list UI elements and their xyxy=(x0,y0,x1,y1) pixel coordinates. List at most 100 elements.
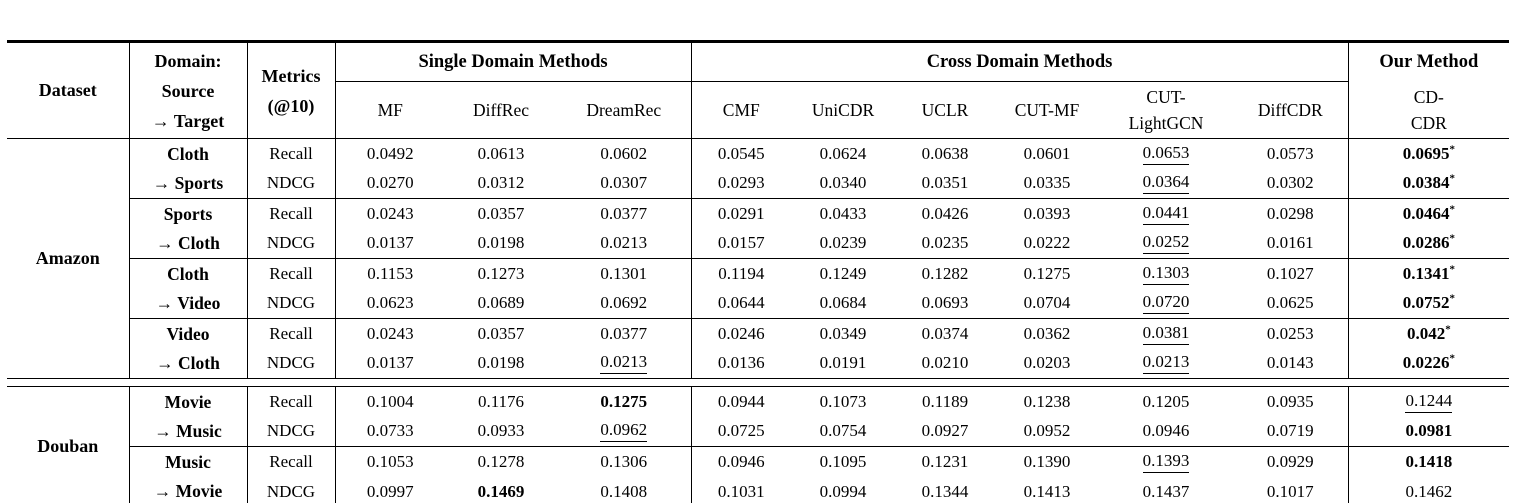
value-cell: 0.0377 xyxy=(557,198,692,229)
value-cell: 0.1176 xyxy=(445,387,557,417)
significance-star: * xyxy=(1449,143,1455,156)
value-cell: 0.0994 xyxy=(791,477,895,503)
value-cell: 0.1418 xyxy=(1347,446,1510,477)
value-cell: 0.0653 xyxy=(1099,139,1233,169)
domain-target: → Sports xyxy=(152,172,224,193)
value-cell: 0.0137 xyxy=(334,348,445,379)
metric-value: 0.0638 xyxy=(921,143,969,163)
metric-value: 0.1390 xyxy=(1023,451,1071,471)
header-group-row: Dataset Domain: Source → Target Metrics … xyxy=(7,41,1510,139)
metric-value: 0.0613 xyxy=(477,143,525,163)
value-cell: 0.1194 xyxy=(690,258,792,289)
value-cell: 0.0692 xyxy=(557,289,691,319)
value-cell: 0.0944 xyxy=(690,386,792,417)
value-cell: 0.0623 xyxy=(334,288,445,319)
value-cell: 0.0239 xyxy=(791,229,895,259)
value-cell: 0.1004 xyxy=(334,386,445,417)
value-cell: 0.0613 xyxy=(445,139,557,169)
metric-value: 0.0302 xyxy=(1266,173,1314,193)
value-cell: 0.1273 xyxy=(445,258,557,289)
value-cell: 0.0213 xyxy=(1099,349,1233,379)
table-row: Sports → Cloth Recall 0.0243 0.0357 0.0377 0.0… xyxy=(7,198,1510,259)
value-cell: 0.0638 xyxy=(895,139,995,169)
value-cell: 0.0719 xyxy=(1233,417,1348,447)
value-cell: 0.0243 xyxy=(334,318,445,349)
method-name: CUT- xyxy=(1146,87,1186,107)
metric-value: 0.0335 xyxy=(1023,173,1071,193)
metric-value: 0.0349 xyxy=(819,323,867,343)
metric-value: 0.0243 xyxy=(366,323,414,343)
metric-value: 0.0719 xyxy=(1266,421,1314,441)
value-cell: 0.1238 xyxy=(995,387,1099,417)
metric-value: 0.0286 xyxy=(1402,233,1450,253)
domain-target: → Video xyxy=(155,292,221,313)
col-header-domain-line: Domain: xyxy=(154,50,222,71)
method-name: CD- xyxy=(1413,86,1444,107)
metric-value: 0.0213 xyxy=(600,233,648,253)
metric-value: 0.0997 xyxy=(366,481,414,501)
value-cell: 0.0624 xyxy=(791,139,895,169)
metric-value: 0.1189 xyxy=(921,391,969,411)
value-cell: 0.1073 xyxy=(791,387,895,417)
col-header-dreamrec: DreamRec xyxy=(557,81,692,139)
value-cell: 0.1278 xyxy=(445,446,557,477)
metric-value: 0.0704 xyxy=(1023,293,1071,313)
domain-cell: Video → Cloth xyxy=(128,318,247,379)
domain-target: → Cloth xyxy=(156,352,220,373)
col-header-unicdr: UniCDR xyxy=(791,81,896,139)
value-cell: 0.0946 xyxy=(690,446,792,477)
value-cell: 0.0298 xyxy=(1233,198,1349,229)
value-cell: 0.0935 xyxy=(1233,387,1348,417)
metric-value: 0.1341 xyxy=(1402,263,1450,283)
metric-cell: Recall xyxy=(246,446,335,477)
table-row: Douban Movie → Music Recall 0.1004 0.1176 0.12… xyxy=(7,386,1510,456)
value-cell: 0.0433 xyxy=(791,198,896,229)
value-cell: 0.0384* xyxy=(1347,168,1510,199)
value-cell: 0.0364 xyxy=(1099,169,1233,199)
metric-value: 0.0270 xyxy=(366,173,414,193)
metric-value: 0.0291 xyxy=(717,203,765,223)
metric-value: 0.0433 xyxy=(819,203,867,223)
col-header-metrics: Metrics (@10) xyxy=(246,41,335,139)
value-cell: 0.1205 xyxy=(1099,387,1233,417)
metric-value: 0.0426 xyxy=(921,203,969,223)
value-cell: 0.0357 xyxy=(445,198,557,229)
metric-value: 0.1344 xyxy=(921,481,969,501)
value-cell: 0.1301 xyxy=(557,258,692,289)
value-cell: 0.1390 xyxy=(995,446,1100,477)
method-name: DiffCDR xyxy=(1257,100,1323,120)
method-name: CMF xyxy=(722,100,760,120)
metric-value: 0.1306 xyxy=(600,451,648,471)
value-cell: 0.1469 xyxy=(445,477,557,503)
domain-target: → Cloth xyxy=(156,232,220,253)
value-cell: 0.0545 xyxy=(690,138,792,169)
value-cell: 0.1249 xyxy=(791,258,896,289)
metric-value: 0.1275 xyxy=(600,391,648,411)
table-row: NDCG 0.0137 0.0198 0.0213 0.0157 0.0239 0.0235… xyxy=(7,228,1510,259)
metric-value: 0.1282 xyxy=(921,263,969,283)
value-cell: 0.0157 xyxy=(690,228,792,259)
metric-value: 0.0213 xyxy=(600,352,648,375)
metric-cell: NDCG xyxy=(246,168,335,199)
metric-value: 0.0929 xyxy=(1266,451,1314,471)
metric-value: 0.1153 xyxy=(367,263,414,283)
metric-value: 0.1273 xyxy=(477,263,525,283)
col-header-domain: Domain: Source → Target xyxy=(128,41,247,139)
table-body: Amazon Cloth → Sports Recall 0.0492 0.0613 0.0… xyxy=(7,138,1510,503)
metric-value: 0.0464 xyxy=(1402,203,1450,223)
metric-value: 0.1176 xyxy=(477,391,525,411)
table-row: NDCG 0.0997 0.1469 0.1408 0.1031 0.0994 0.1344… xyxy=(7,476,1510,503)
value-cell: 0.1413 xyxy=(995,477,1099,503)
col-header-cut-lightgcn: CUT- LightGCN xyxy=(1099,81,1234,139)
col-header-cmf: CMF xyxy=(690,81,792,139)
value-cell: 0.0695* xyxy=(1347,138,1510,169)
value-cell: 0.0293 xyxy=(690,168,792,199)
significance-star: * xyxy=(1445,323,1451,336)
value-cell: 0.0573 xyxy=(1233,139,1348,169)
value-cell: 0.0946 xyxy=(1099,417,1233,447)
value-cell: 0.0374 xyxy=(895,318,996,349)
value-cell: 0.0644 xyxy=(690,288,792,319)
value-cell: 0.0625 xyxy=(1233,289,1348,319)
value-cell: 0.0340 xyxy=(791,169,895,199)
metric-value: 0.0935 xyxy=(1266,391,1314,411)
